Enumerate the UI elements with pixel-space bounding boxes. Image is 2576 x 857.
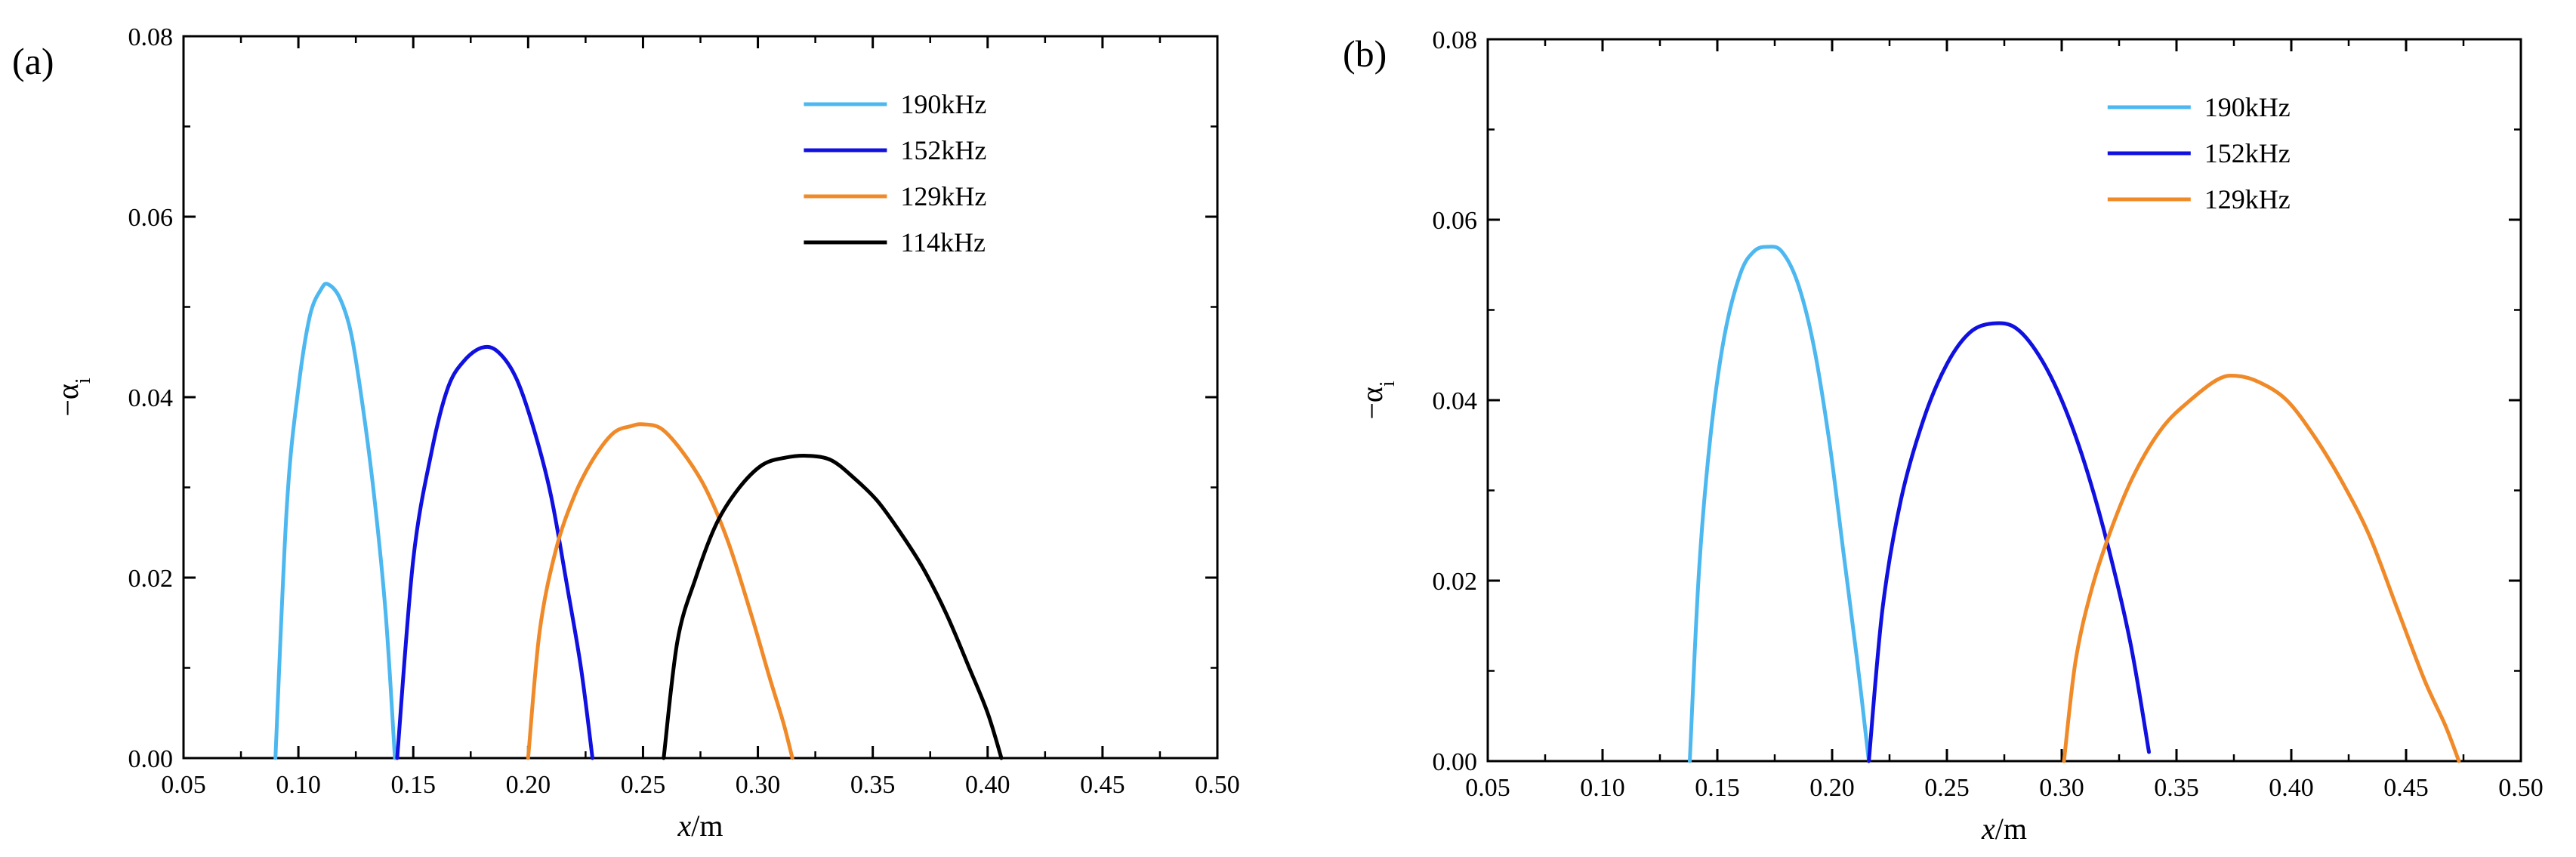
- legend-label: 190kHz: [2204, 92, 2291, 122]
- y-tick-label: 0.04: [128, 384, 174, 412]
- series-line-129kHz: [526, 422, 794, 760]
- panel-label: (a): [12, 40, 54, 82]
- x-axis-title: x/m: [1981, 812, 2027, 846]
- legend-label: 152kHz: [900, 135, 986, 165]
- legend-label: 114kHz: [900, 227, 986, 257]
- x-tick-label: 0.50: [2498, 774, 2544, 802]
- series-line-152kHz: [395, 344, 594, 760]
- x-tick-label: 0.10: [276, 771, 321, 799]
- x-tick-label: 0.50: [1195, 771, 1240, 799]
- y-axis-title: −αi: [51, 378, 95, 417]
- x-axis-var: x: [1981, 812, 1995, 846]
- legend-label: 190kHz: [900, 89, 986, 119]
- y-axis-title: −αi: [1355, 381, 1399, 420]
- y-tick-label: 0.00: [128, 745, 174, 773]
- panel-a: (a) 0.05 0.10 0.15 0.20 0.25 0.30 0.35 0.40 0.45 0…: [12, 23, 1240, 843]
- series-line-129kHz: [2062, 373, 2461, 763]
- y-axis-sub: i: [1376, 381, 1399, 387]
- series-line-114kHz: [662, 454, 1004, 760]
- x-tick-label: 0.35: [850, 771, 896, 799]
- series-line-190kHz: [1688, 245, 1871, 763]
- x-tick-label: 0.30: [736, 771, 781, 799]
- x-axis-unit: /m: [1995, 812, 2027, 846]
- y-tick-label: 0.06: [128, 204, 174, 232]
- y-axis-main: −α: [1355, 387, 1389, 420]
- plot-frame: [1486, 38, 2522, 763]
- x-tick-label: 0.45: [2383, 774, 2429, 802]
- y-tick-label: 0.08: [128, 23, 174, 51]
- x-tick-label: 0.40: [965, 771, 1010, 799]
- y-tick-label: 0.02: [1433, 568, 1478, 596]
- panel-label: (b): [1343, 32, 1387, 75]
- x-tick-label: 0.10: [1580, 774, 1625, 802]
- x-tick-label: 0.15: [390, 771, 436, 799]
- series-line-152kHz: [1867, 321, 2151, 763]
- panel-b: (b) 0.05 0.10 0.15 0.20 0.25 0.30 0.35 0.40 0.45 0…: [1343, 26, 2544, 846]
- y-tick-label: 0.04: [1433, 387, 1478, 415]
- x-tick-label: 0.25: [621, 771, 666, 799]
- plot-frame: [182, 35, 1219, 760]
- x-tick-label: 0.25: [1924, 774, 1970, 802]
- x-tick-label: 0.20: [1809, 774, 1855, 802]
- series-line-190kHz: [273, 282, 397, 760]
- x-tick-label: 0.45: [1080, 771, 1125, 799]
- x-axis-unit: /m: [691, 809, 723, 843]
- y-tick-label: 0.00: [1433, 748, 1478, 776]
- y-axis-main: −α: [51, 384, 85, 417]
- x-axis-var: x: [677, 809, 692, 843]
- x-tick-label: 0.05: [161, 771, 206, 799]
- legend-label: 129kHz: [2204, 184, 2291, 214]
- x-axis-title: x/m: [677, 809, 723, 843]
- x-tick-label: 0.20: [506, 771, 551, 799]
- legend-label: 129kHz: [900, 181, 986, 211]
- x-tick-label: 0.40: [2269, 774, 2314, 802]
- x-tick-label: 0.05: [1465, 774, 1510, 802]
- y-tick-label: 0.06: [1433, 207, 1478, 235]
- x-tick-label: 0.35: [2154, 774, 2199, 802]
- y-tick-label: 0.08: [1433, 26, 1478, 54]
- y-tick-label: 0.02: [128, 565, 174, 593]
- legend-label: 152kHz: [2204, 138, 2291, 168]
- x-tick-label: 0.15: [1695, 774, 1740, 802]
- y-axis-sub: i: [72, 378, 95, 384]
- x-tick-label: 0.30: [2039, 774, 2084, 802]
